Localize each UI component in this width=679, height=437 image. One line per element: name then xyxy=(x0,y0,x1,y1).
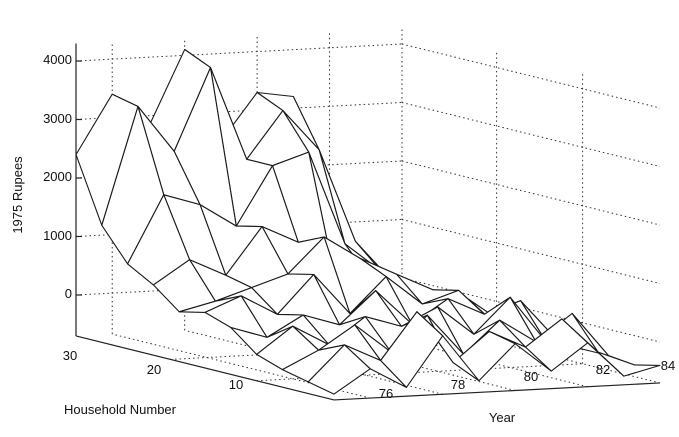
x-axis-label: Year xyxy=(489,410,516,425)
z-gridline-side xyxy=(401,102,661,167)
x-tick-label: 82 xyxy=(596,362,610,377)
y-tick-label: 20 xyxy=(147,362,161,377)
z-gridline-back xyxy=(75,43,403,62)
x-tick-label: 76 xyxy=(379,386,393,401)
surface-facet xyxy=(307,344,371,395)
z-tick-label: 2000 xyxy=(43,169,72,184)
x-tick-label: 84 xyxy=(661,358,675,373)
x-gridline-floor xyxy=(112,333,371,399)
tick-layer: 0 1000 2000 3000 4000 76 78 80 82 84 10 … xyxy=(10,52,675,425)
x-gridline-floor xyxy=(184,329,443,395)
x-tick-label: 80 xyxy=(524,369,538,384)
z-tick-label: 1000 xyxy=(43,228,72,243)
x-axis-line xyxy=(333,382,661,401)
z-gridline-side xyxy=(401,160,661,226)
z-gridline-side xyxy=(401,43,661,109)
y-tick-label: 10 xyxy=(229,377,243,392)
z-axis-label: 1975 Rupees xyxy=(10,156,25,234)
surface-layer xyxy=(75,48,661,395)
z-gridline-side xyxy=(401,277,661,343)
z-tick-label: 4000 xyxy=(43,52,72,67)
z-gridline-side xyxy=(401,219,661,284)
z-tick-label: 0 xyxy=(65,286,72,301)
y-axis-label: Household Number xyxy=(64,402,177,417)
y-axis-line xyxy=(75,335,335,401)
z-tick-label: 3000 xyxy=(43,111,72,126)
y-tick-label: 30 xyxy=(63,348,77,363)
x-tick-label: 78 xyxy=(451,377,465,392)
